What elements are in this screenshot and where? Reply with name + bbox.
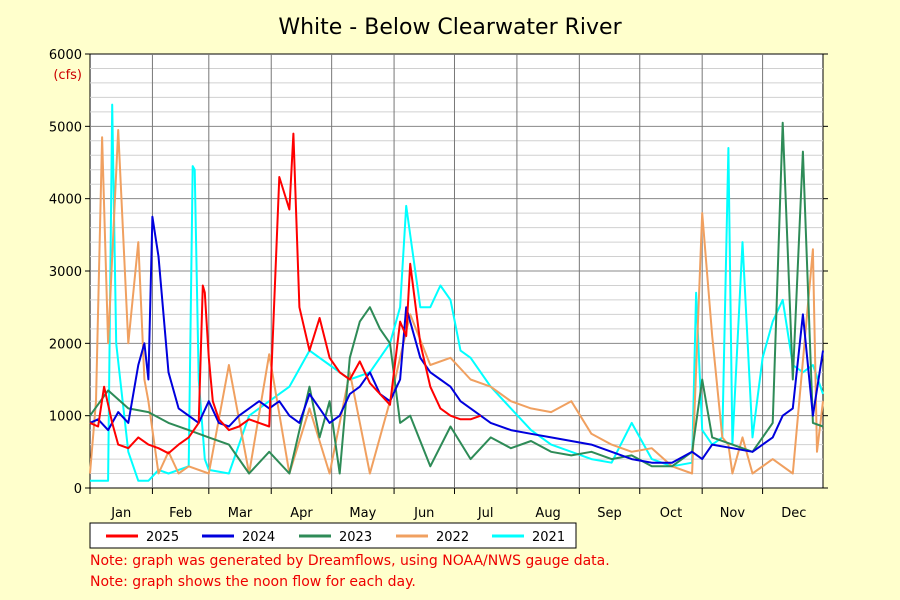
y-tick-label: 1000: [49, 410, 82, 425]
x-tick-label: Dec: [781, 506, 806, 521]
x-tick-label: Oct: [660, 506, 682, 521]
x-tick-label: Jul: [477, 506, 494, 521]
series-line-2023: [89, 121, 824, 475]
y-tick-label: 2000: [49, 337, 82, 352]
y-tick-label: 3000: [49, 265, 82, 280]
chart-title: White - Below Clearwater River: [278, 15, 622, 40]
x-tick-label: Apr: [290, 506, 313, 521]
legend-label-2023: 2023: [339, 530, 372, 545]
legend-label-2021: 2021: [532, 530, 565, 545]
legend-label-2025: 2025: [146, 530, 179, 545]
legend-label-2024: 2024: [242, 530, 275, 545]
axes: 0 1000 2000 3000 4000 5000 6000 (cfs) Jan Feb Mar A…: [49, 48, 828, 521]
x-tick-label: Jan: [110, 506, 131, 521]
note-source: Note: graph was generated by Dreamflows,…: [90, 553, 610, 569]
y-tick-label: 0: [74, 482, 82, 497]
x-tick-label: Jun: [413, 506, 434, 521]
y-tick-label: 5000: [49, 120, 82, 135]
x-tick-label: Mar: [228, 506, 253, 521]
series-line-2024: [89, 215, 824, 464]
y-tick-label: 4000: [49, 193, 82, 208]
x-tick-label: May: [349, 506, 376, 521]
legend: 2025 2024 2023 2022 2021: [89, 522, 577, 549]
x-tick-label: Feb: [169, 506, 192, 521]
series-line-2025: [89, 132, 482, 455]
series-line-2021: [90, 103, 824, 482]
legend-label-2022: 2022: [436, 530, 469, 545]
x-tick-label: Nov: [720, 506, 746, 521]
x-tick-label: Sep: [597, 506, 622, 521]
y-axis-unit: (cfs): [53, 68, 82, 83]
x-tick-label: Aug: [535, 506, 560, 521]
series-lines: [89, 103, 824, 482]
note-noon-flow: Note: graph shows the noon flow for each…: [90, 574, 416, 590]
y-tick-label: 6000: [49, 48, 82, 63]
